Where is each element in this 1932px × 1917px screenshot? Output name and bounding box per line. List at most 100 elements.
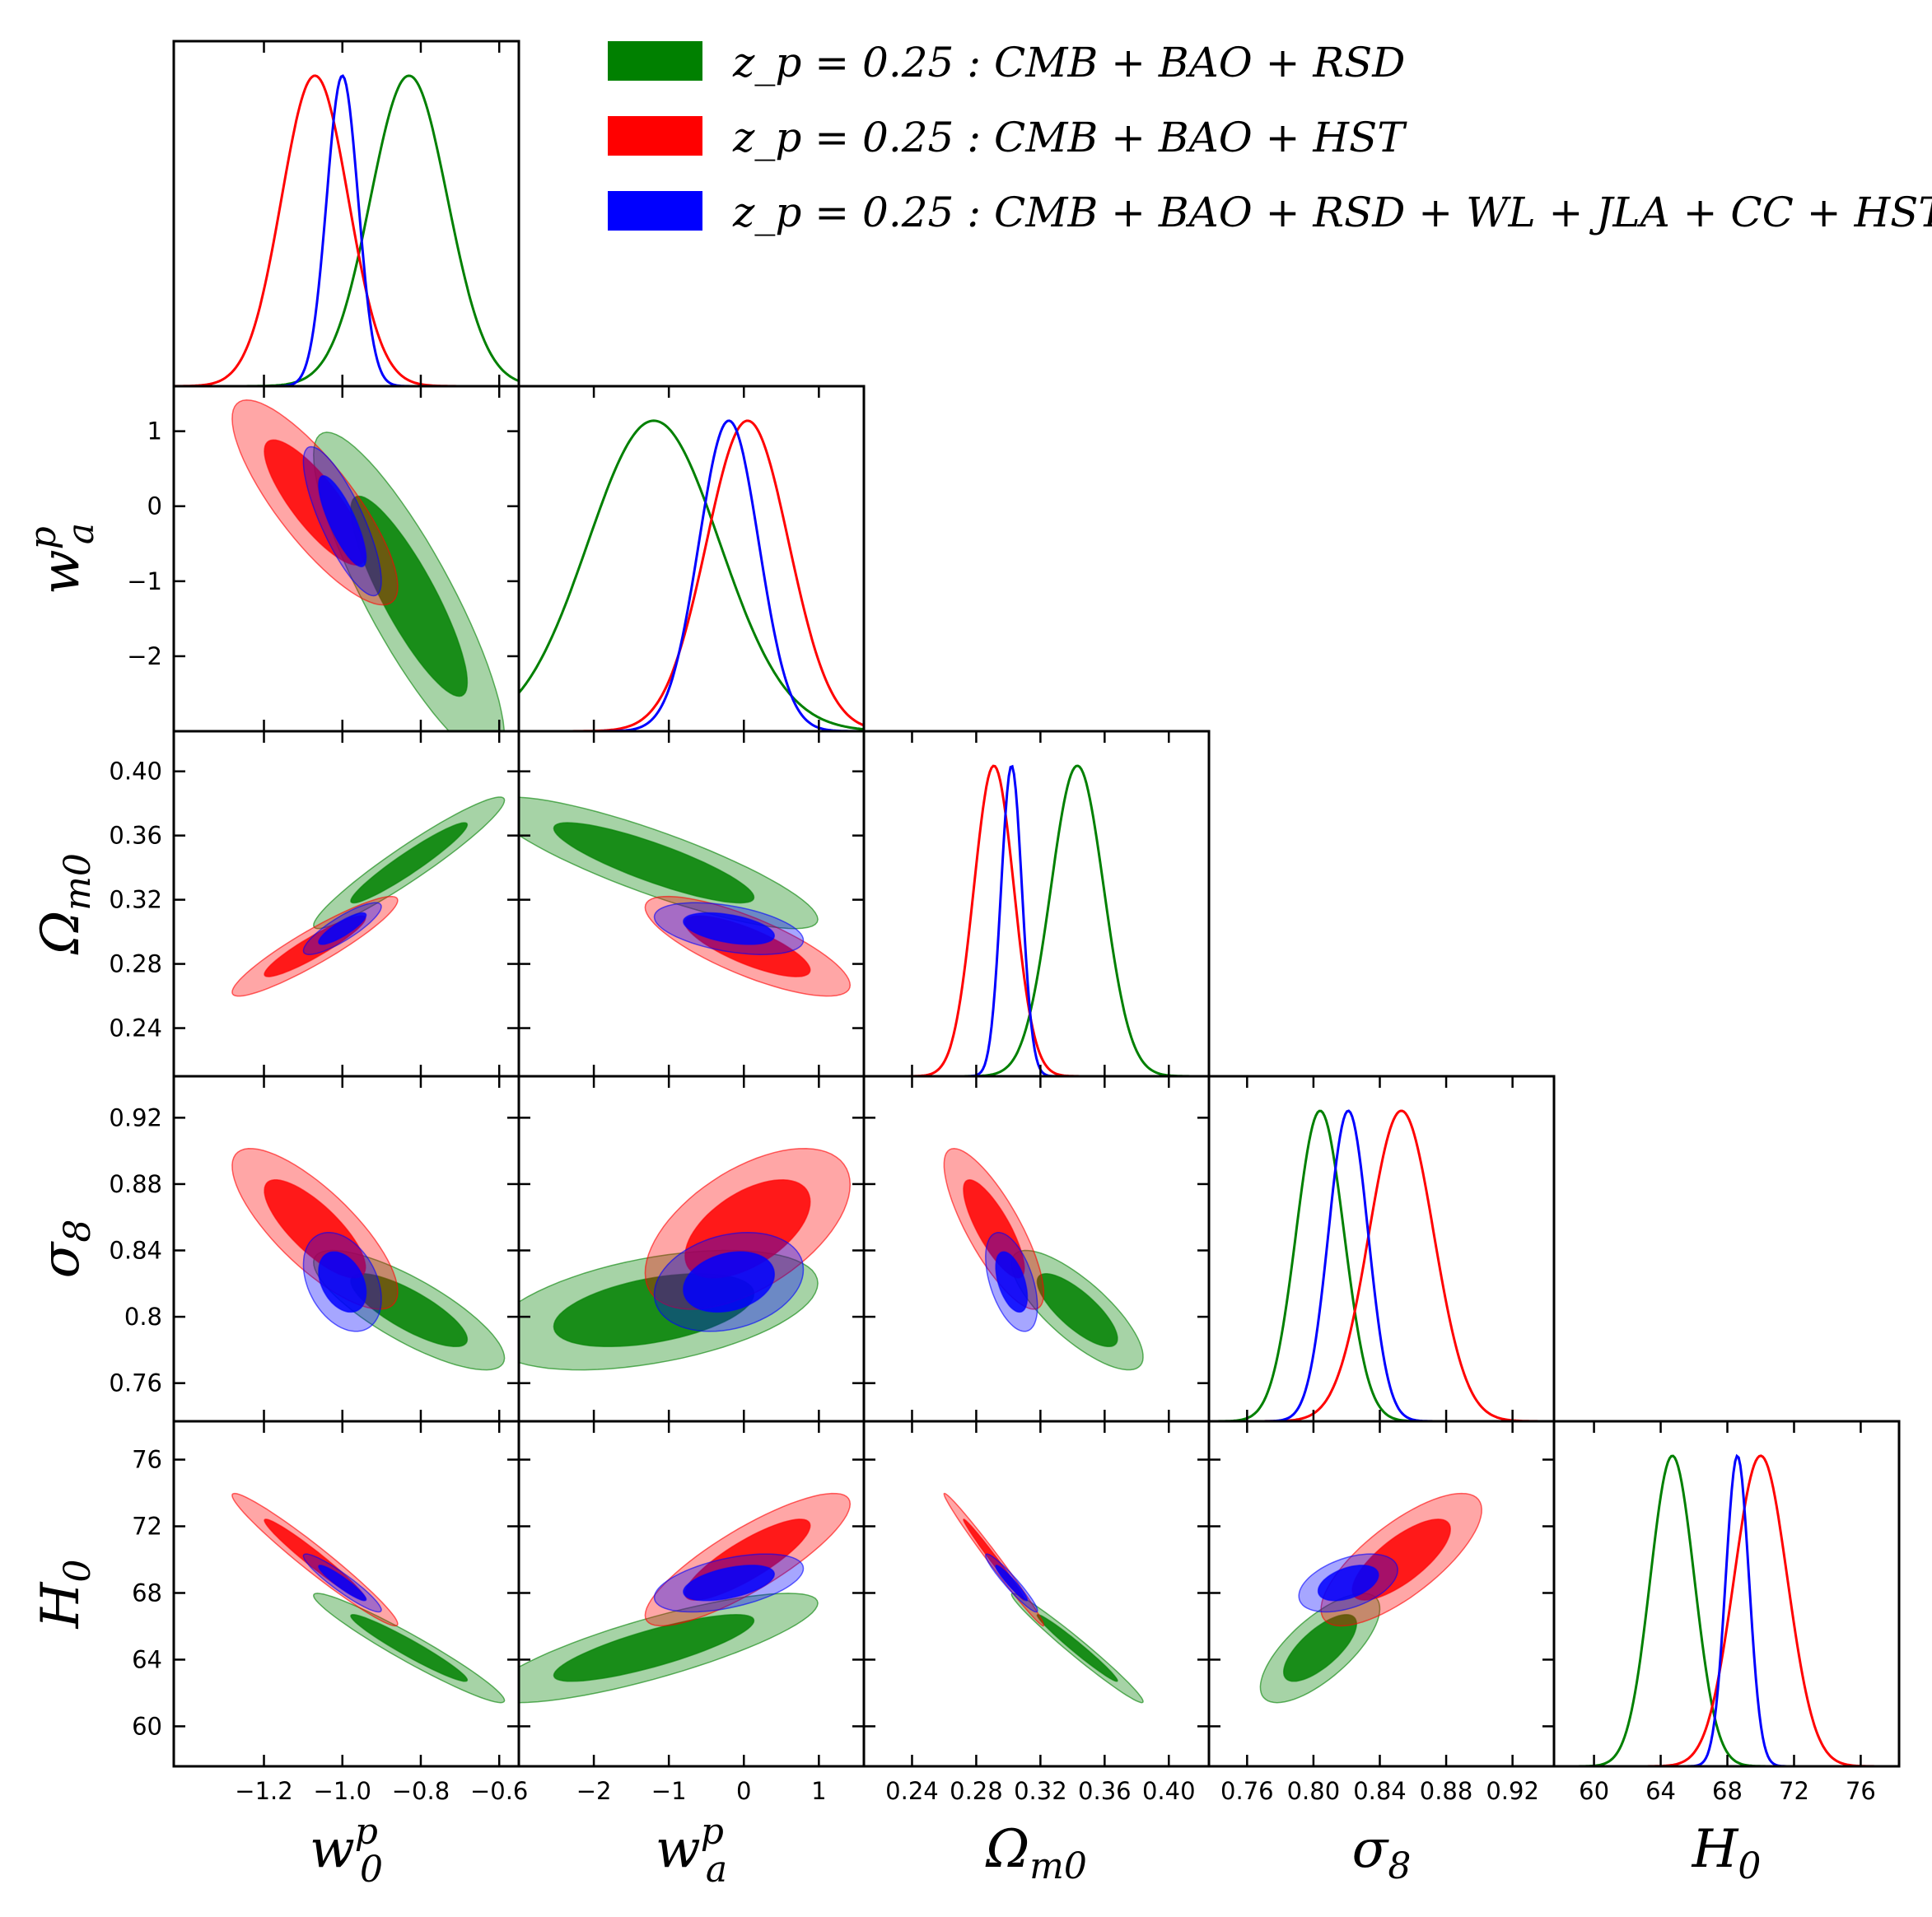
x-tick-label-H0: 72 [1779, 1777, 1809, 1805]
panel-frame [1207, 1075, 1556, 1423]
marginal-curve-series-0-H0 [1554, 1454, 1899, 1766]
y-tick-label-H0: 68 [132, 1579, 162, 1607]
x-tick-label-w0: −1.0 [314, 1777, 371, 1805]
panel-s8-vs-w0 [231, 1148, 506, 1371]
contour-68-series-1-s8-wa [684, 1179, 811, 1279]
contour-68-series-0-H0-Om [1036, 1614, 1118, 1682]
panel-H0-vs-s8 [1259, 1492, 1482, 1704]
x-axis-label-Om: Ωm0 [985, 1819, 1087, 1887]
x-tick-label-s8: 0.80 [1287, 1777, 1341, 1805]
contour-68-series-0-H0-w0 [350, 1614, 469, 1682]
marginal-H0 [1554, 1453, 1899, 1766]
legend-label-red: z_p = 0.25 : CMB + BAO + HST [732, 114, 1407, 161]
contour-68-series-2-s8-wa [683, 1251, 776, 1313]
x-axis-label-wa: wp a [656, 1811, 727, 1891]
panel-Om-vs-wa [519, 796, 852, 997]
y-tick-label-H0: 60 [132, 1712, 162, 1740]
contour-68-series-0-H0-s8 [1282, 1614, 1358, 1682]
marginal-curve-series-1-Om [864, 764, 1209, 1076]
legend-swatch-green [608, 41, 702, 81]
x-tick-label-wa: −1 [651, 1777, 687, 1805]
marginal-curve-series-1-H0 [1554, 1454, 1899, 1766]
panel-frame [862, 730, 1211, 1078]
y-axis-label-s8: σ8 [30, 1220, 99, 1279]
y-tick-label-s8: 0.88 [109, 1170, 162, 1198]
legend-label-blue: z_p = 0.25 : CMB + BAO + RSD + WL + JLA … [732, 189, 1932, 236]
x-tick-label-s8: 0.92 [1486, 1777, 1539, 1805]
panel-H0-vs-wa [519, 1492, 852, 1704]
contour-68-series-2-s8-w0 [318, 1251, 367, 1313]
marginal-curve-series-1-w0 [174, 74, 519, 386]
y-tick-label-s8: 0.76 [109, 1369, 162, 1397]
y-tick-label-Om: 0.24 [109, 1014, 162, 1042]
x-tick-label-Om: 0.32 [1014, 1777, 1067, 1805]
panel-frame [172, 40, 520, 388]
marginal-curve-series-2-H0 [1554, 1453, 1899, 1766]
contour-68-series-0-wa-w0 [350, 495, 469, 697]
x-tick-label-Om: 0.28 [950, 1777, 1003, 1805]
legend-swatch-red [608, 116, 702, 156]
y-tick-label-s8: 0.84 [109, 1237, 162, 1265]
contour-68-series-0-s8-Om [1036, 1273, 1118, 1348]
x-tick-label-s8: 0.84 [1353, 1777, 1407, 1805]
legend-label-green: z_p = 0.25 : CMB + BAO + RSD [732, 39, 1405, 86]
contour-68-series-2-H0-Om [995, 1565, 1029, 1602]
x-tick-label-wa: −2 [576, 1777, 612, 1805]
marginal-curve-series-0-wa [519, 419, 864, 731]
x-tick-label-H0: 60 [1579, 1777, 1609, 1805]
y-axis-label-Om: Ωm0 [30, 853, 99, 955]
contour-68-series-2-Om-wa [683, 912, 776, 945]
y-tick-label-wa: 0 [147, 492, 162, 520]
panel-frame [862, 1075, 1211, 1423]
contour-68-series-0-H0-wa [553, 1614, 755, 1682]
panel-wa-vs-w0 [231, 399, 506, 731]
x-tick-label-H0: 76 [1846, 1777, 1876, 1805]
x-tick-label-w0: −0.6 [470, 1777, 528, 1805]
marginal-curve-series-1-s8 [1209, 1109, 1554, 1421]
x-tick-label-s8: 0.88 [1420, 1777, 1473, 1805]
y-tick-label-Om: 0.28 [109, 950, 162, 978]
marginal-curve-series-2-wa [519, 419, 864, 731]
panel-Om-vs-w0 [231, 796, 506, 997]
contour-68-series-2-H0-w0 [318, 1565, 367, 1602]
marginal-w0 [174, 74, 519, 386]
panel-frame [1552, 1420, 1901, 1768]
x-tick-label-s8: 0.76 [1220, 1777, 1274, 1805]
contour-68-series-0-Om-wa [553, 822, 755, 904]
marginal-curve-series-0-Om [864, 764, 1209, 1076]
marginal-curve-series-2-w0 [174, 74, 519, 386]
legend: z_p = 0.25 : CMB + BAO + RSD z_p = 0.25 … [608, 39, 1932, 236]
y-axis-label-wa: wpa [22, 523, 102, 595]
y-tick-label-H0: 76 [132, 1446, 162, 1474]
y-tick-label-H0: 72 [132, 1513, 162, 1541]
marginal-curve-series-2-s8 [1209, 1109, 1554, 1421]
x-tick-label-wa: 1 [811, 1777, 826, 1805]
contour-68-series-2-H0-s8 [1317, 1565, 1379, 1602]
x-axis-label-H0: H0 [1692, 1819, 1762, 1887]
contour-68-series-2-Om-w0 [318, 912, 367, 945]
x-axis-label-s8: σ8 [1352, 1819, 1412, 1887]
x-tick-label-Om: 0.40 [1142, 1777, 1196, 1805]
x-tick-label-Om: 0.36 [1078, 1777, 1132, 1805]
y-tick-label-s8: 0.8 [124, 1303, 162, 1331]
x-tick-label-w0: −1.2 [235, 1777, 292, 1805]
x-tick-label-H0: 68 [1712, 1777, 1743, 1805]
contour-68-series-0-Om-w0 [350, 822, 469, 904]
y-tick-label-Om: 0.36 [109, 822, 162, 850]
x-tick-label-Om: 0.24 [885, 1777, 939, 1805]
marginal-curve-series-0-s8 [1209, 1109, 1554, 1421]
panel-H0-vs-Om [943, 1492, 1144, 1704]
contour-68-series-2-H0-wa [683, 1565, 776, 1602]
panels-group: −1.2 −1.0 −0.8 −0.6 wp 0 −2 −1 0 1 wp a 0.24 0.28 0.32… [22, 40, 1901, 1891]
panel-frame [517, 385, 866, 733]
y-tick-label-H0: 64 [132, 1645, 162, 1673]
y-tick-label-wa: −2 [127, 642, 162, 670]
x-tick-label-w0: −0.8 [392, 1777, 450, 1805]
x-tick-label-wa: 0 [736, 1777, 751, 1805]
marginal-Om [864, 764, 1209, 1076]
y-tick-label-wa: 1 [147, 417, 162, 445]
x-axis-label-w0: wp 0 [310, 1811, 383, 1891]
y-tick-label-s8: 0.92 [109, 1103, 162, 1131]
y-tick-label-Om: 0.40 [109, 758, 162, 786]
